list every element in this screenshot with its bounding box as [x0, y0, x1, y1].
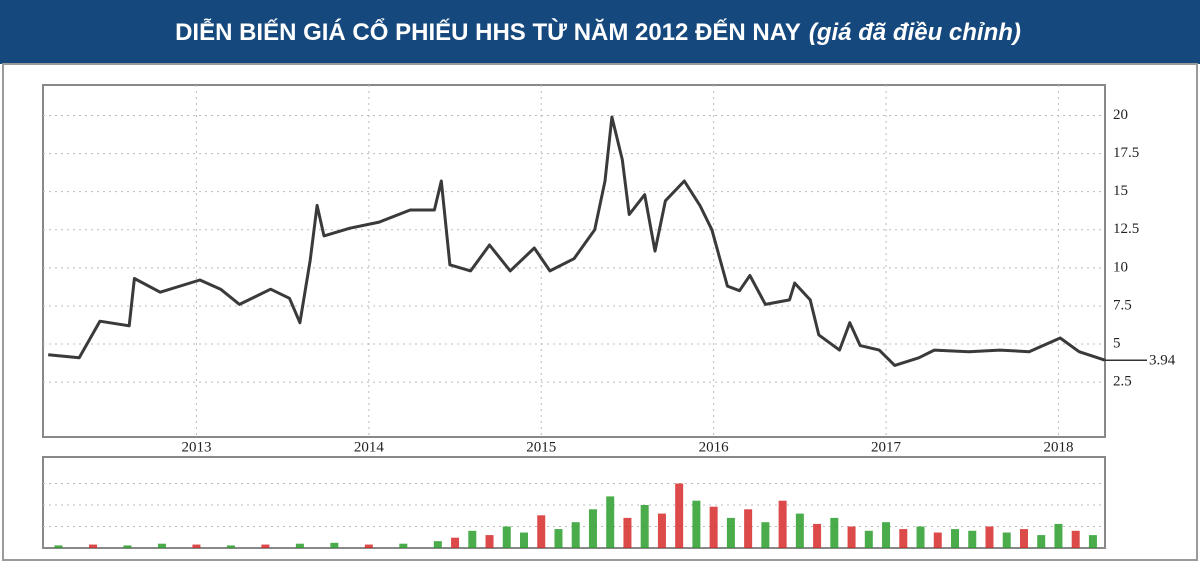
volume-bar	[675, 483, 684, 548]
frame	[2, 63, 1198, 561]
y-tick-label: 7.5	[1113, 297, 1132, 313]
x-tick-label: 2017	[871, 439, 902, 455]
volume-bar	[968, 530, 977, 548]
volume-bar	[606, 496, 615, 548]
volume-bar	[537, 515, 546, 548]
volume-bar	[951, 529, 960, 548]
x-tick-label: 2014	[354, 439, 385, 455]
price-line	[48, 115, 1106, 367]
last-value-label: 3.94	[1149, 353, 1176, 369]
volume-bar	[933, 532, 942, 548]
volume-bar	[1019, 529, 1028, 548]
volume-bar	[157, 543, 166, 548]
volume-bar	[295, 543, 304, 548]
volume-bar	[554, 529, 563, 548]
y-tick-label: 12.5	[1113, 221, 1139, 237]
volume-bar	[864, 530, 873, 548]
volume-bar	[1088, 535, 1097, 548]
volume-bar	[451, 537, 460, 548]
volume-bar	[399, 543, 408, 548]
volume-bar	[899, 529, 908, 548]
volume-bar	[123, 545, 132, 548]
volume-bar	[916, 526, 925, 548]
y-tick-label: 10	[1113, 259, 1128, 275]
chart-title: DIỄN BIẾN GIÁ CỔ PHIẾU HHS TỪ NĂM 2012 Đ…	[175, 17, 1021, 46]
volume-bar	[468, 530, 477, 548]
x-tick-label: 2016	[699, 439, 730, 455]
volume-bar	[830, 517, 839, 548]
x-tick-label: 2013	[181, 439, 211, 455]
y-tick-label: 17.5	[1113, 145, 1139, 161]
volume-bar	[778, 500, 787, 548]
y-tick-label: 5	[1113, 335, 1121, 351]
volume-bar	[623, 517, 632, 548]
volume-bar	[1002, 532, 1011, 548]
volume-bar	[882, 522, 891, 548]
volume-bar	[88, 544, 97, 548]
volume-bar	[985, 526, 994, 548]
volume-bar	[692, 500, 701, 548]
volume-bar	[709, 506, 718, 548]
volume-bar	[502, 526, 511, 548]
volume-bar	[571, 522, 580, 548]
volume-bar	[726, 517, 735, 548]
volume-bar	[813, 523, 822, 548]
volume-bar	[657, 513, 666, 548]
volume-bar	[433, 541, 442, 548]
volume-bar	[847, 526, 856, 548]
volume-bar	[1054, 523, 1063, 548]
volume-bar	[520, 532, 529, 548]
subtitle: (giá đã điều chỉnh)	[809, 19, 1021, 46]
volume-bar	[261, 544, 270, 548]
y-tick-label: 20	[1113, 107, 1128, 123]
volume-bar	[640, 505, 649, 548]
volume-bar	[1071, 530, 1080, 548]
volume-bar	[1037, 535, 1046, 548]
volume-bar	[795, 513, 804, 548]
volume-bar	[744, 509, 753, 548]
volume-bar	[192, 544, 201, 548]
volume-bar	[485, 535, 494, 548]
x-tick-label: 2018	[1043, 439, 1073, 455]
x-tick-label: 2015	[526, 439, 556, 455]
plot-area	[42, 84, 1106, 438]
volume-bar	[54, 545, 63, 548]
volume-bar	[226, 545, 235, 548]
volume-bar	[761, 522, 770, 548]
volume-bar	[588, 509, 597, 548]
title-banner	[0, 0, 1200, 64]
volume-bar	[364, 544, 373, 548]
volume-bar	[330, 542, 339, 548]
y-tick-label: 2.5	[1113, 374, 1132, 390]
y-tick-label: 15	[1113, 183, 1128, 199]
title: DIỄN BIẾN GIÁ CỔ PHIẾU HHS TỪ NĂM 2012 Đ…	[175, 17, 801, 46]
